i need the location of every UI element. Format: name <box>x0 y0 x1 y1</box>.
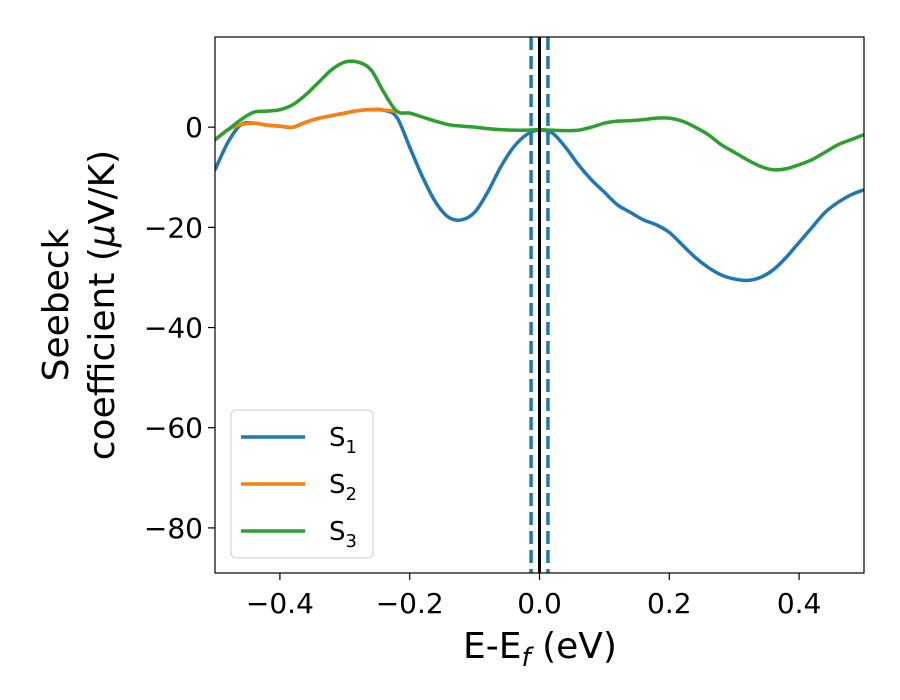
legend-label-s2: S2 <box>329 470 357 505</box>
x-tick-label: 0.2 <box>647 587 692 620</box>
series-line-s2 <box>215 107 399 142</box>
y-tick-label: −60 <box>144 412 203 445</box>
plot-area <box>215 37 864 573</box>
y-tick-label: −80 <box>144 512 203 545</box>
x-axis-label: E-Ef (eV) <box>463 626 617 673</box>
x-tick-label: −0.4 <box>246 587 314 620</box>
y-tick-label: −20 <box>144 211 203 244</box>
legend: S1 S2 S3 <box>230 409 374 559</box>
legend-label-s3: S3 <box>329 517 357 552</box>
x-axis-ticks: −0.4 −0.2 0.0 0.2 0.4 <box>246 573 821 620</box>
y-axis-label: Seebeck coefficient (μV/K) <box>36 150 123 460</box>
legend-label-s1: S1 <box>329 423 357 458</box>
x-tick-label: 0.0 <box>517 587 562 620</box>
y-axis-ticks: 0 −20 −40 −60 −80 <box>144 111 215 545</box>
y-tick-label: −40 <box>144 312 203 345</box>
y-tick-label: 0 <box>185 111 203 144</box>
x-tick-label: −0.2 <box>376 587 444 620</box>
svg-text:coefficient (μV/K): coefficient (μV/K) <box>82 150 123 460</box>
svg-text:Seebeck: Seebeck <box>36 228 77 381</box>
x-tick-label: 0.4 <box>777 587 822 620</box>
